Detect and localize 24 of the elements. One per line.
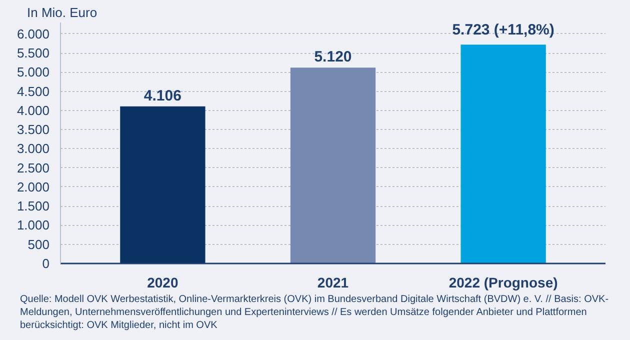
y-tick-label: 1.500 (16, 198, 50, 214)
x-tick-label: 2021 (317, 274, 349, 290)
y-tick-label: 2.500 (16, 160, 50, 176)
bar (460, 44, 546, 264)
y-axis-title: In Mio. Euro (27, 4, 98, 22)
y-tick-label: 4.500 (16, 84, 50, 99)
y-tick-label: 500 (28, 236, 50, 252)
data-label: 4.106 (144, 87, 182, 104)
y-tick-label: 1.000 (16, 218, 50, 233)
bar (120, 106, 206, 264)
x-tick-label: 2020 (147, 274, 178, 290)
y-tick-label: 5.500 (16, 46, 50, 61)
source-note: Quelle: Modell OVK Werbestatistik, Online-Vermarkterkreis (OVK) im Bundesverband Digitale Wirtschaft (BVDW) e. V. // Basis: OVK-Meldungen, Unternehmensveröffentlichungen und Experteninterviews // Es werden Umsätze folgender Anbieter und Plattformen berücksichtigt: OVK Mitglieder, nicht im OVK (20, 293, 610, 332)
y-tick-label: 0 (42, 256, 50, 271)
y-tick-label: 3.000 (16, 141, 50, 156)
y-tick-label: 6.000 (16, 26, 50, 42)
y-tick-label: 2.000 (16, 179, 50, 194)
y-tick-label: 5.000 (16, 64, 50, 80)
data-label: 5.723 (+11,8%) (452, 22, 554, 39)
y-tick-label: 4.000 (16, 102, 50, 118)
bar (290, 68, 376, 264)
data-label: 5.120 (314, 48, 352, 66)
y-tick-label: 3.500 (16, 122, 50, 138)
x-tick-label: 2022 (Prognose) (448, 274, 558, 290)
